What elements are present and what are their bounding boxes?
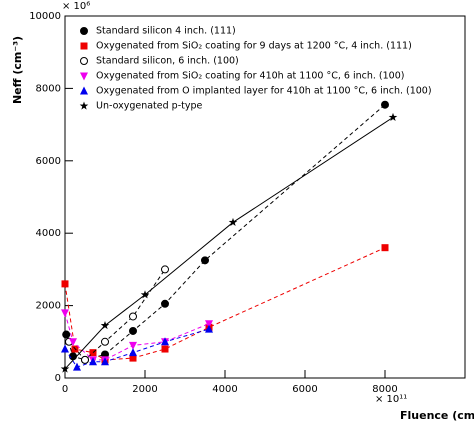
data-point (89, 349, 97, 357)
legend-marker (80, 72, 88, 81)
y-tick-label: 10000 (29, 11, 61, 22)
data-point (381, 244, 389, 252)
data-point (62, 330, 71, 339)
legend-marker (80, 86, 88, 95)
legend-marker (80, 27, 88, 35)
legend-label: Oxygenated from SiO₂ coating for 9 days … (96, 41, 412, 52)
data-point (129, 312, 137, 321)
legend-label: Standard silicon 4 inch. (111) (96, 26, 236, 37)
series-line (64, 116, 394, 370)
data-point (69, 338, 77, 347)
data-point (61, 309, 69, 318)
data-point (129, 326, 137, 335)
x-tick-label: 8000 (372, 384, 397, 395)
legend-label: Oxygenated from O implanted layer for 41… (96, 86, 432, 97)
plot-frame (64, 15, 466, 379)
data-point (388, 112, 398, 122)
legend-label: Standard silicon, 6 inch. (100) (96, 56, 239, 67)
y-multiplier: × 10⁶ (62, 1, 90, 12)
legend-marker (80, 57, 88, 65)
data-point (60, 364, 70, 373)
y-tick-label: 6000 (36, 156, 61, 167)
data-point (201, 256, 209, 265)
data-point (61, 280, 69, 288)
data-point (140, 290, 150, 299)
data-point (129, 348, 137, 357)
data-point (161, 337, 169, 346)
data-point (100, 321, 110, 330)
data-point (205, 320, 213, 329)
y-tick-label: 4000 (36, 228, 61, 239)
data-point (89, 357, 97, 366)
data-point (161, 299, 169, 308)
x-axis-label: Fluence (cm⁻²) (400, 409, 474, 422)
data-point (101, 337, 109, 346)
x-multiplier: × 10¹¹ (375, 394, 407, 405)
data-point (61, 344, 69, 353)
x-tick-label: 6000 (292, 384, 317, 395)
data-point (381, 100, 389, 109)
legend-marker (79, 101, 89, 110)
data-point (129, 354, 137, 362)
data-point (228, 217, 238, 226)
y-tick-label: 2000 (36, 301, 61, 312)
legend-marker (80, 42, 88, 50)
y-axis-label: Neff (cm⁻³) (11, 36, 24, 104)
y-tick-label: 0 (55, 373, 61, 384)
series-line (64, 312, 210, 361)
data-point (73, 362, 81, 371)
data-point (69, 352, 77, 361)
data-point (101, 357, 109, 366)
data-point (129, 341, 137, 350)
x-tick-label: 0 (62, 384, 68, 395)
data-point (205, 324, 213, 333)
legend-label: Un-oxygenated p-type (96, 101, 203, 112)
series-line (64, 247, 386, 361)
series-line (65, 104, 386, 361)
data-point (81, 355, 89, 364)
x-tick-label: 4000 (212, 384, 237, 395)
x-tick-label: 2000 (132, 384, 157, 395)
legend-label: Oxygenated from SiO₂ coating for 410h at… (96, 71, 404, 82)
y-tick-label: 8000 (36, 83, 61, 94)
data-point (161, 345, 169, 353)
data-point (161, 265, 169, 274)
